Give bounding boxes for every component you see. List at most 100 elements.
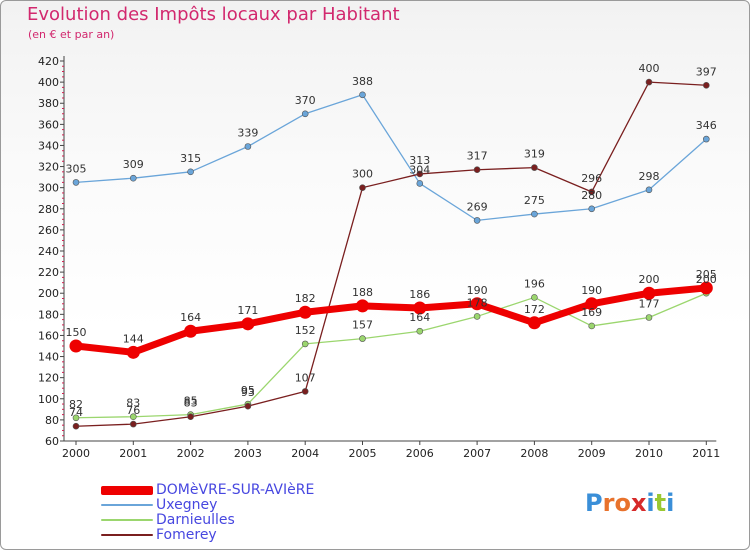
legend-swatch (101, 534, 153, 536)
data-label: 169 (581, 306, 602, 319)
axes: 60 80 100 120 140 160 180 200 220 240 260 280 300 320… (38, 55, 720, 460)
data-label: 95 (241, 384, 255, 397)
y-tick-label: 60 (45, 435, 59, 448)
data-label: 296 (581, 172, 602, 185)
data-label: 370 (295, 94, 316, 107)
data-label: 298 (639, 170, 660, 183)
y-tick-label: 400 (38, 76, 59, 89)
legend-label: Darnieulles (156, 512, 235, 528)
legend-label: Uxegney (156, 497, 218, 513)
data-point-3 (244, 402, 252, 410)
data-label: 152 (295, 324, 316, 337)
y-tick-label: 80 (45, 414, 59, 427)
data-point-1 (72, 179, 80, 186)
data-point-2 (588, 322, 596, 330)
series-line-1 (75, 94, 707, 222)
data-label: 150 (66, 326, 87, 339)
data-label: 83 (184, 397, 198, 410)
data-label: 190 (467, 284, 488, 297)
data-label: 309 (123, 158, 144, 171)
data-point-0 (470, 297, 484, 311)
data-point-3 (187, 413, 194, 421)
data-label: 172 (524, 303, 545, 316)
data-label: 144 (123, 332, 144, 345)
data-label: 280 (581, 189, 602, 202)
data-label: 82 (69, 398, 83, 411)
data-label: 164 (409, 311, 430, 324)
data-label: 269 (467, 200, 488, 213)
data-label: 177 (639, 298, 660, 311)
legend-label: DOMèVRE-SUR-AVIèRE (156, 482, 315, 498)
logo-letter: o (614, 489, 631, 517)
legend-swatch (101, 504, 153, 506)
y-tick-label: 300 (38, 182, 59, 195)
y-tick-label: 360 (38, 118, 59, 131)
data-point-3 (645, 78, 653, 86)
legend-swatch (101, 486, 153, 495)
data-label: 205 (696, 268, 717, 281)
data-point-0 (298, 305, 312, 319)
chart-subtitle: (en € et par an) (28, 28, 115, 41)
data-label: 200 (696, 273, 717, 286)
data-label: 93 (241, 386, 255, 399)
series-line-3 (75, 81, 707, 427)
series-lines (72, 81, 710, 427)
data-point-3 (359, 184, 366, 191)
data-point-1 (244, 143, 252, 150)
data-point-1 (645, 186, 653, 194)
data-label: 182 (295, 292, 316, 305)
data-label: 346 (696, 119, 717, 132)
x-tick-label: 2000 (62, 447, 90, 460)
proxiti-logo: Proxiti (585, 489, 674, 517)
data-point-0 (413, 301, 427, 315)
x-tick-label: 2009 (578, 447, 606, 460)
data-point-0 (585, 297, 599, 311)
data-label: 164 (180, 311, 201, 324)
data-label: 190 (581, 284, 602, 297)
data-point-1 (187, 168, 194, 176)
data-point-0 (699, 281, 713, 295)
x-tick-label: 2007 (463, 447, 491, 460)
data-label: 76 (126, 404, 140, 417)
data-point-1 (473, 217, 481, 224)
x-tick-label: 2005 (349, 447, 377, 460)
data-label: 83 (126, 397, 140, 410)
data-label: 304 (409, 163, 430, 176)
y-tick-label: 180 (38, 308, 59, 321)
data-label: 400 (639, 62, 660, 75)
data-point-2 (645, 314, 653, 321)
logo-letter: i (666, 489, 675, 517)
data-point-0 (241, 317, 255, 331)
x-tick-label: 2010 (635, 447, 663, 460)
data-point-3 (130, 420, 137, 428)
y-tick-label: 260 (38, 224, 59, 237)
y-tick-label: 380 (38, 97, 59, 110)
data-label: 85 (184, 395, 198, 408)
data-label: 319 (524, 148, 545, 161)
y-tick-label: 420 (38, 55, 59, 68)
data-label: 313 (409, 154, 430, 167)
data-point-0 (184, 324, 198, 338)
data-point-3 (416, 170, 424, 178)
data-label: 397 (696, 65, 717, 78)
x-tick-label: 2004 (291, 447, 319, 460)
x-tick-label: 2011 (692, 447, 720, 460)
y-tick-label: 140 (38, 351, 59, 364)
data-point-1 (588, 205, 596, 213)
data-label: 305 (66, 162, 87, 175)
data-point-3 (588, 188, 596, 196)
data-label: 388 (352, 75, 373, 88)
data-point-2 (72, 414, 80, 422)
x-tick-label: 2003 (234, 447, 262, 460)
x-tick-label: 2008 (520, 447, 548, 460)
y-tick-label: 280 (38, 203, 59, 216)
y-tick-label: 120 (38, 372, 59, 385)
series-line-2 (75, 292, 707, 419)
data-point-2 (359, 335, 366, 342)
data-label: 171 (237, 304, 258, 317)
x-tick-label: 2001 (119, 447, 147, 460)
x-tick-label: 2002 (177, 447, 205, 460)
data-point-3 (301, 388, 309, 395)
data-point-2 (416, 327, 424, 335)
